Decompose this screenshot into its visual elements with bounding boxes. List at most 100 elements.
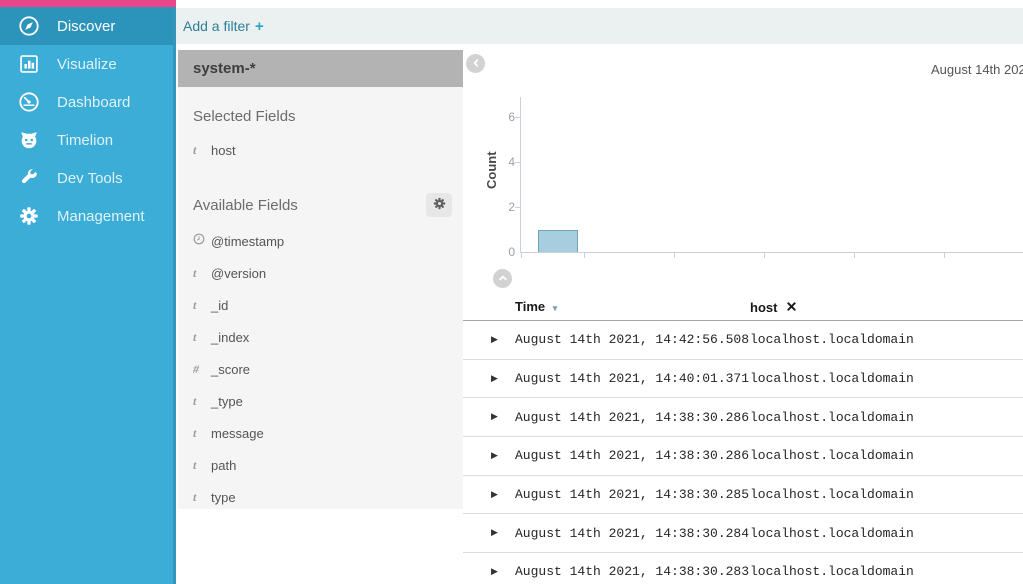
string-type-icon: t — [193, 142, 197, 157]
table-row[interactable]: ▶ August 14th 2021, 14:38:30.286 localho… — [463, 437, 1023, 476]
y-tick-label: 0 — [508, 245, 515, 259]
expand-row-icon[interactable]: ▶ — [491, 450, 498, 461]
expand-row-icon[interactable]: ▶ — [491, 566, 498, 577]
nav-item-discover[interactable]: Discover — [0, 7, 173, 45]
time-cell: August 14th 2021, 14:38:30.284 — [515, 525, 750, 541]
table-row[interactable]: ▶ August 14th 2021, 14:40:01.371 localho… — [463, 360, 1023, 399]
available-fields-list: @timestamp t @version t _id t _index # _… — [178, 225, 463, 513]
field-item-host[interactable]: t host — [178, 134, 463, 166]
time-cell: August 14th 2021, 14:38:30.283 — [515, 564, 750, 580]
compass-icon — [17, 14, 41, 38]
field-item-type-meta[interactable]: t _type — [178, 385, 463, 417]
wrench-icon — [17, 166, 41, 190]
time-cell: August 14th 2021, 14:42:56.508 — [515, 332, 750, 348]
expand-row-icon[interactable]: ▶ — [491, 528, 498, 539]
field-item-path[interactable]: t path — [178, 449, 463, 481]
global-nav: Discover Visualize Dashboard Timelion De… — [0, 7, 176, 584]
expand-row-icon[interactable]: ▶ — [491, 489, 498, 500]
table-row[interactable]: ▶ August 14th 2021, 14:38:30.283 localho… — [463, 553, 1023, 584]
nav-label: Timelion — [57, 131, 114, 149]
x-icon — [787, 299, 796, 314]
string-type-icon: t — [193, 265, 197, 280]
nav-label: Visualize — [57, 55, 117, 73]
timelion-icon — [17, 128, 41, 152]
accent-topbar — [0, 0, 176, 7]
time-header-label: Time — [515, 299, 546, 314]
nav-item-dashboard[interactable]: Dashboard — [0, 83, 173, 121]
collapse-chart-button[interactable] — [493, 269, 512, 288]
table-row[interactable]: ▶ August 14th 2021, 14:38:30.286 localho… — [463, 398, 1023, 438]
field-item-timestamp[interactable]: @timestamp — [178, 225, 463, 257]
chevron-up-icon — [498, 271, 508, 286]
field-name: _type — [211, 393, 243, 409]
field-name: host — [211, 142, 236, 158]
table-row[interactable]: ▶ August 14th 2021, 14:38:30.285 localho… — [463, 476, 1023, 515]
table-row[interactable]: ▶ August 14th 2021, 14:42:56.508 localho… — [463, 321, 1023, 360]
gear-icon — [17, 204, 41, 228]
host-cell: localhost.localdomain — [750, 371, 914, 387]
nav-item-management[interactable]: Management — [0, 197, 173, 235]
remove-column-button[interactable] — [787, 299, 796, 314]
y-tick-label: 4 — [508, 155, 515, 169]
y-tick-mark — [515, 162, 521, 163]
string-type-icon: t — [193, 425, 197, 440]
field-name: type — [211, 489, 236, 505]
collapse-sidebar-button[interactable] — [466, 54, 485, 73]
gear-icon — [433, 197, 446, 213]
expand-row-icon[interactable]: ▶ — [491, 373, 498, 384]
field-name: path — [211, 457, 237, 473]
time-cell: August 14th 2021, 14:38:30.285 — [515, 487, 750, 503]
add-filter-link[interactable]: Add a filter — [183, 18, 250, 34]
nav-label: Management — [57, 207, 145, 225]
nav-item-visualize[interactable]: Visualize — [0, 45, 173, 83]
time-cell: August 14th 2021, 14:38:30.286 — [515, 448, 750, 464]
x-tick-mark — [944, 253, 945, 258]
expand-row-icon[interactable]: ▶ — [491, 412, 498, 423]
add-filter-plus-icon[interactable]: + — [254, 17, 264, 35]
field-item-index[interactable]: t _index — [178, 321, 463, 353]
host-cell: localhost.localdomain — [750, 332, 914, 348]
time-column-header[interactable]: Time ▾ — [515, 299, 750, 314]
chart-title: August 14th 202 — [931, 62, 1023, 77]
y-tick-mark — [515, 207, 521, 208]
nav-label: Dev Tools — [57, 169, 123, 187]
string-type-icon: t — [193, 329, 197, 344]
filter-bar: Add a filter + — [176, 8, 1023, 44]
nav-item-timelion[interactable]: Timelion — [0, 121, 173, 159]
string-type-icon: t — [193, 393, 197, 408]
string-type-icon: t — [193, 457, 197, 472]
field-item-type[interactable]: t type — [178, 481, 463, 513]
table-row[interactable]: ▶ August 14th 2021, 14:38:30.284 localho… — [463, 514, 1023, 554]
gauge-icon — [17, 90, 41, 114]
host-cell: localhost.localdomain — [750, 487, 914, 503]
nav-item-dev-tools[interactable]: Dev Tools — [0, 159, 173, 197]
sort-desc-icon[interactable]: ▾ — [552, 303, 558, 313]
x-tick-mark — [854, 253, 855, 258]
time-cell: August 14th 2021, 14:38:30.286 — [515, 409, 750, 425]
field-name: _id — [211, 297, 229, 313]
x-tick-mark — [521, 253, 522, 258]
time-cell: August 14th 2021, 14:40:01.371 — [515, 371, 750, 387]
document-table: Time ▾ host ▶ August 14th 2021, 14:42:56… — [463, 293, 1023, 584]
expand-row-icon[interactable]: ▶ — [491, 334, 498, 345]
y-tick-label: 6 — [508, 110, 515, 124]
x-tick-mark — [584, 253, 585, 258]
field-name: _score — [211, 361, 251, 377]
field-item-id[interactable]: t _id — [178, 289, 463, 321]
nav-label: Discover — [57, 17, 116, 35]
field-name: @version — [211, 265, 267, 281]
field-item-message[interactable]: t message — [178, 417, 463, 449]
field-item-score[interactable]: # _score — [178, 353, 463, 385]
field-item-version[interactable]: t @version — [178, 257, 463, 289]
histogram-bar[interactable] — [538, 229, 578, 252]
histogram-chart: 6 4 2 0 — [508, 97, 1023, 259]
field-settings-button[interactable] — [426, 193, 452, 217]
index-pattern-selector[interactable]: system-* — [178, 50, 463, 87]
available-fields-label: Available Fields — [193, 197, 298, 214]
chevron-left-icon — [471, 56, 481, 71]
host-cell: localhost.localdomain — [750, 525, 914, 541]
number-type-icon: # — [193, 361, 199, 376]
x-tick-mark — [674, 253, 675, 258]
host-column-header[interactable]: host — [750, 299, 1023, 315]
